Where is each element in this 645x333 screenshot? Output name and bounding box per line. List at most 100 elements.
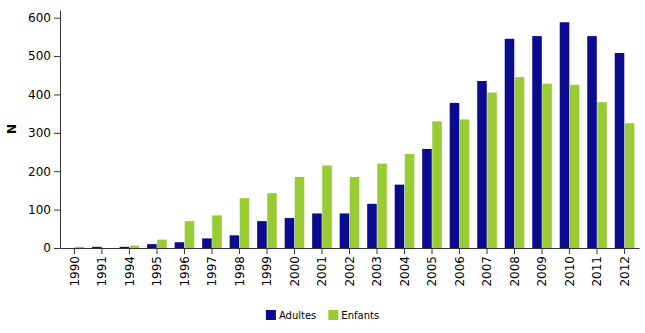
tick: 2008 xyxy=(508,248,522,287)
tick-label: 0 xyxy=(43,241,51,255)
tick: 2009 xyxy=(535,248,549,287)
tick-mark xyxy=(404,248,405,254)
legend-swatch xyxy=(266,310,276,320)
tick-label: 1996 xyxy=(178,256,192,287)
tick: 2005 xyxy=(425,248,439,287)
bar xyxy=(120,247,130,248)
tick: 2003 xyxy=(370,248,384,287)
legend-item: Enfants xyxy=(328,310,379,321)
tick-label: 2009 xyxy=(535,256,549,287)
tick-mark xyxy=(294,248,295,254)
tick: 2000 xyxy=(288,248,302,287)
plot: 0 100 200 300 400 500 600 1990 1991 1994 1995 1996 1… xyxy=(28,11,639,287)
bar xyxy=(597,102,607,248)
bar xyxy=(532,36,542,248)
tick: 2007 xyxy=(480,248,494,287)
tick-mark xyxy=(54,18,60,19)
tick: 400 xyxy=(28,88,60,102)
tick-label: 1995 xyxy=(150,256,164,287)
bar xyxy=(570,85,580,248)
bar xyxy=(487,93,497,248)
y-axis: 0 100 200 300 400 500 600 xyxy=(28,11,60,256)
tick-label: 500 xyxy=(28,49,51,63)
bar xyxy=(75,247,85,248)
tick-label: 100 xyxy=(28,203,51,217)
tick-label: 2008 xyxy=(508,256,522,287)
tick-label: 2000 xyxy=(288,256,302,287)
tick-mark xyxy=(129,248,130,254)
axis-title: N xyxy=(5,124,19,134)
tick: 2001 xyxy=(315,248,329,287)
bar xyxy=(405,154,415,248)
bar xyxy=(240,198,250,248)
bar xyxy=(130,246,140,248)
bar xyxy=(432,121,442,248)
bar xyxy=(312,213,322,248)
tick-label: 200 xyxy=(28,165,51,179)
tick-mark xyxy=(101,248,102,254)
tick-mark xyxy=(266,248,267,254)
bar xyxy=(295,177,305,248)
tick-mark xyxy=(514,248,515,254)
tick: 300 xyxy=(28,126,60,140)
tick-mark xyxy=(459,248,460,254)
tick: 0 xyxy=(43,241,60,255)
tick-mark xyxy=(377,248,378,254)
tick-label: 2011 xyxy=(590,256,604,287)
bar xyxy=(515,77,525,248)
tick-label: 2006 xyxy=(453,256,467,287)
tick: 600 xyxy=(28,11,60,25)
tick-label: 1991 xyxy=(95,256,109,287)
bar xyxy=(377,164,387,248)
bar xyxy=(542,84,552,248)
bar xyxy=(185,221,195,248)
tick-label: 2007 xyxy=(480,256,494,287)
axis-line xyxy=(60,11,61,249)
tick-label: 2001 xyxy=(315,256,329,287)
bar xyxy=(395,185,405,248)
bar xyxy=(340,213,350,248)
tick: 2011 xyxy=(590,248,604,287)
bar xyxy=(615,53,625,248)
bar xyxy=(587,36,597,248)
bar xyxy=(350,177,360,248)
tick-label: 1998 xyxy=(233,256,247,287)
tick-mark xyxy=(487,248,488,254)
bar xyxy=(92,247,102,248)
tick: 1999 xyxy=(260,248,274,287)
tick-mark xyxy=(74,248,75,254)
tick-mark xyxy=(54,171,60,172)
tick-label: 1994 xyxy=(123,256,137,287)
tick-mark xyxy=(54,94,60,95)
bar xyxy=(65,248,75,249)
tick-label: 300 xyxy=(28,126,51,140)
tick: 200 xyxy=(28,165,60,179)
tick: 2012 xyxy=(618,248,632,287)
bar xyxy=(175,242,185,248)
bar xyxy=(147,244,157,248)
tick-label: 1990 xyxy=(68,256,82,287)
bar xyxy=(450,103,460,248)
tick-mark xyxy=(569,248,570,254)
tick-mark xyxy=(624,248,625,254)
tick-label: 2004 xyxy=(398,256,412,287)
tick-label: 1997 xyxy=(205,256,219,287)
bar xyxy=(102,248,112,249)
bar xyxy=(257,221,267,248)
tick: 1995 xyxy=(150,248,164,287)
tick-mark xyxy=(54,210,60,211)
legend: Adultes Enfants xyxy=(266,310,379,321)
legend-swatch xyxy=(328,310,338,320)
tick-label: 2010 xyxy=(563,256,577,287)
bar xyxy=(322,165,332,248)
tick: 1997 xyxy=(205,248,219,287)
legend-item: Adultes xyxy=(266,310,316,321)
tick-label: 2002 xyxy=(343,256,357,287)
tick-mark xyxy=(432,248,433,254)
bar xyxy=(460,119,470,248)
tick: 2004 xyxy=(398,248,412,287)
bar xyxy=(267,193,277,248)
bars xyxy=(75,22,635,248)
tick: 2006 xyxy=(453,248,467,287)
bar xyxy=(422,149,432,248)
